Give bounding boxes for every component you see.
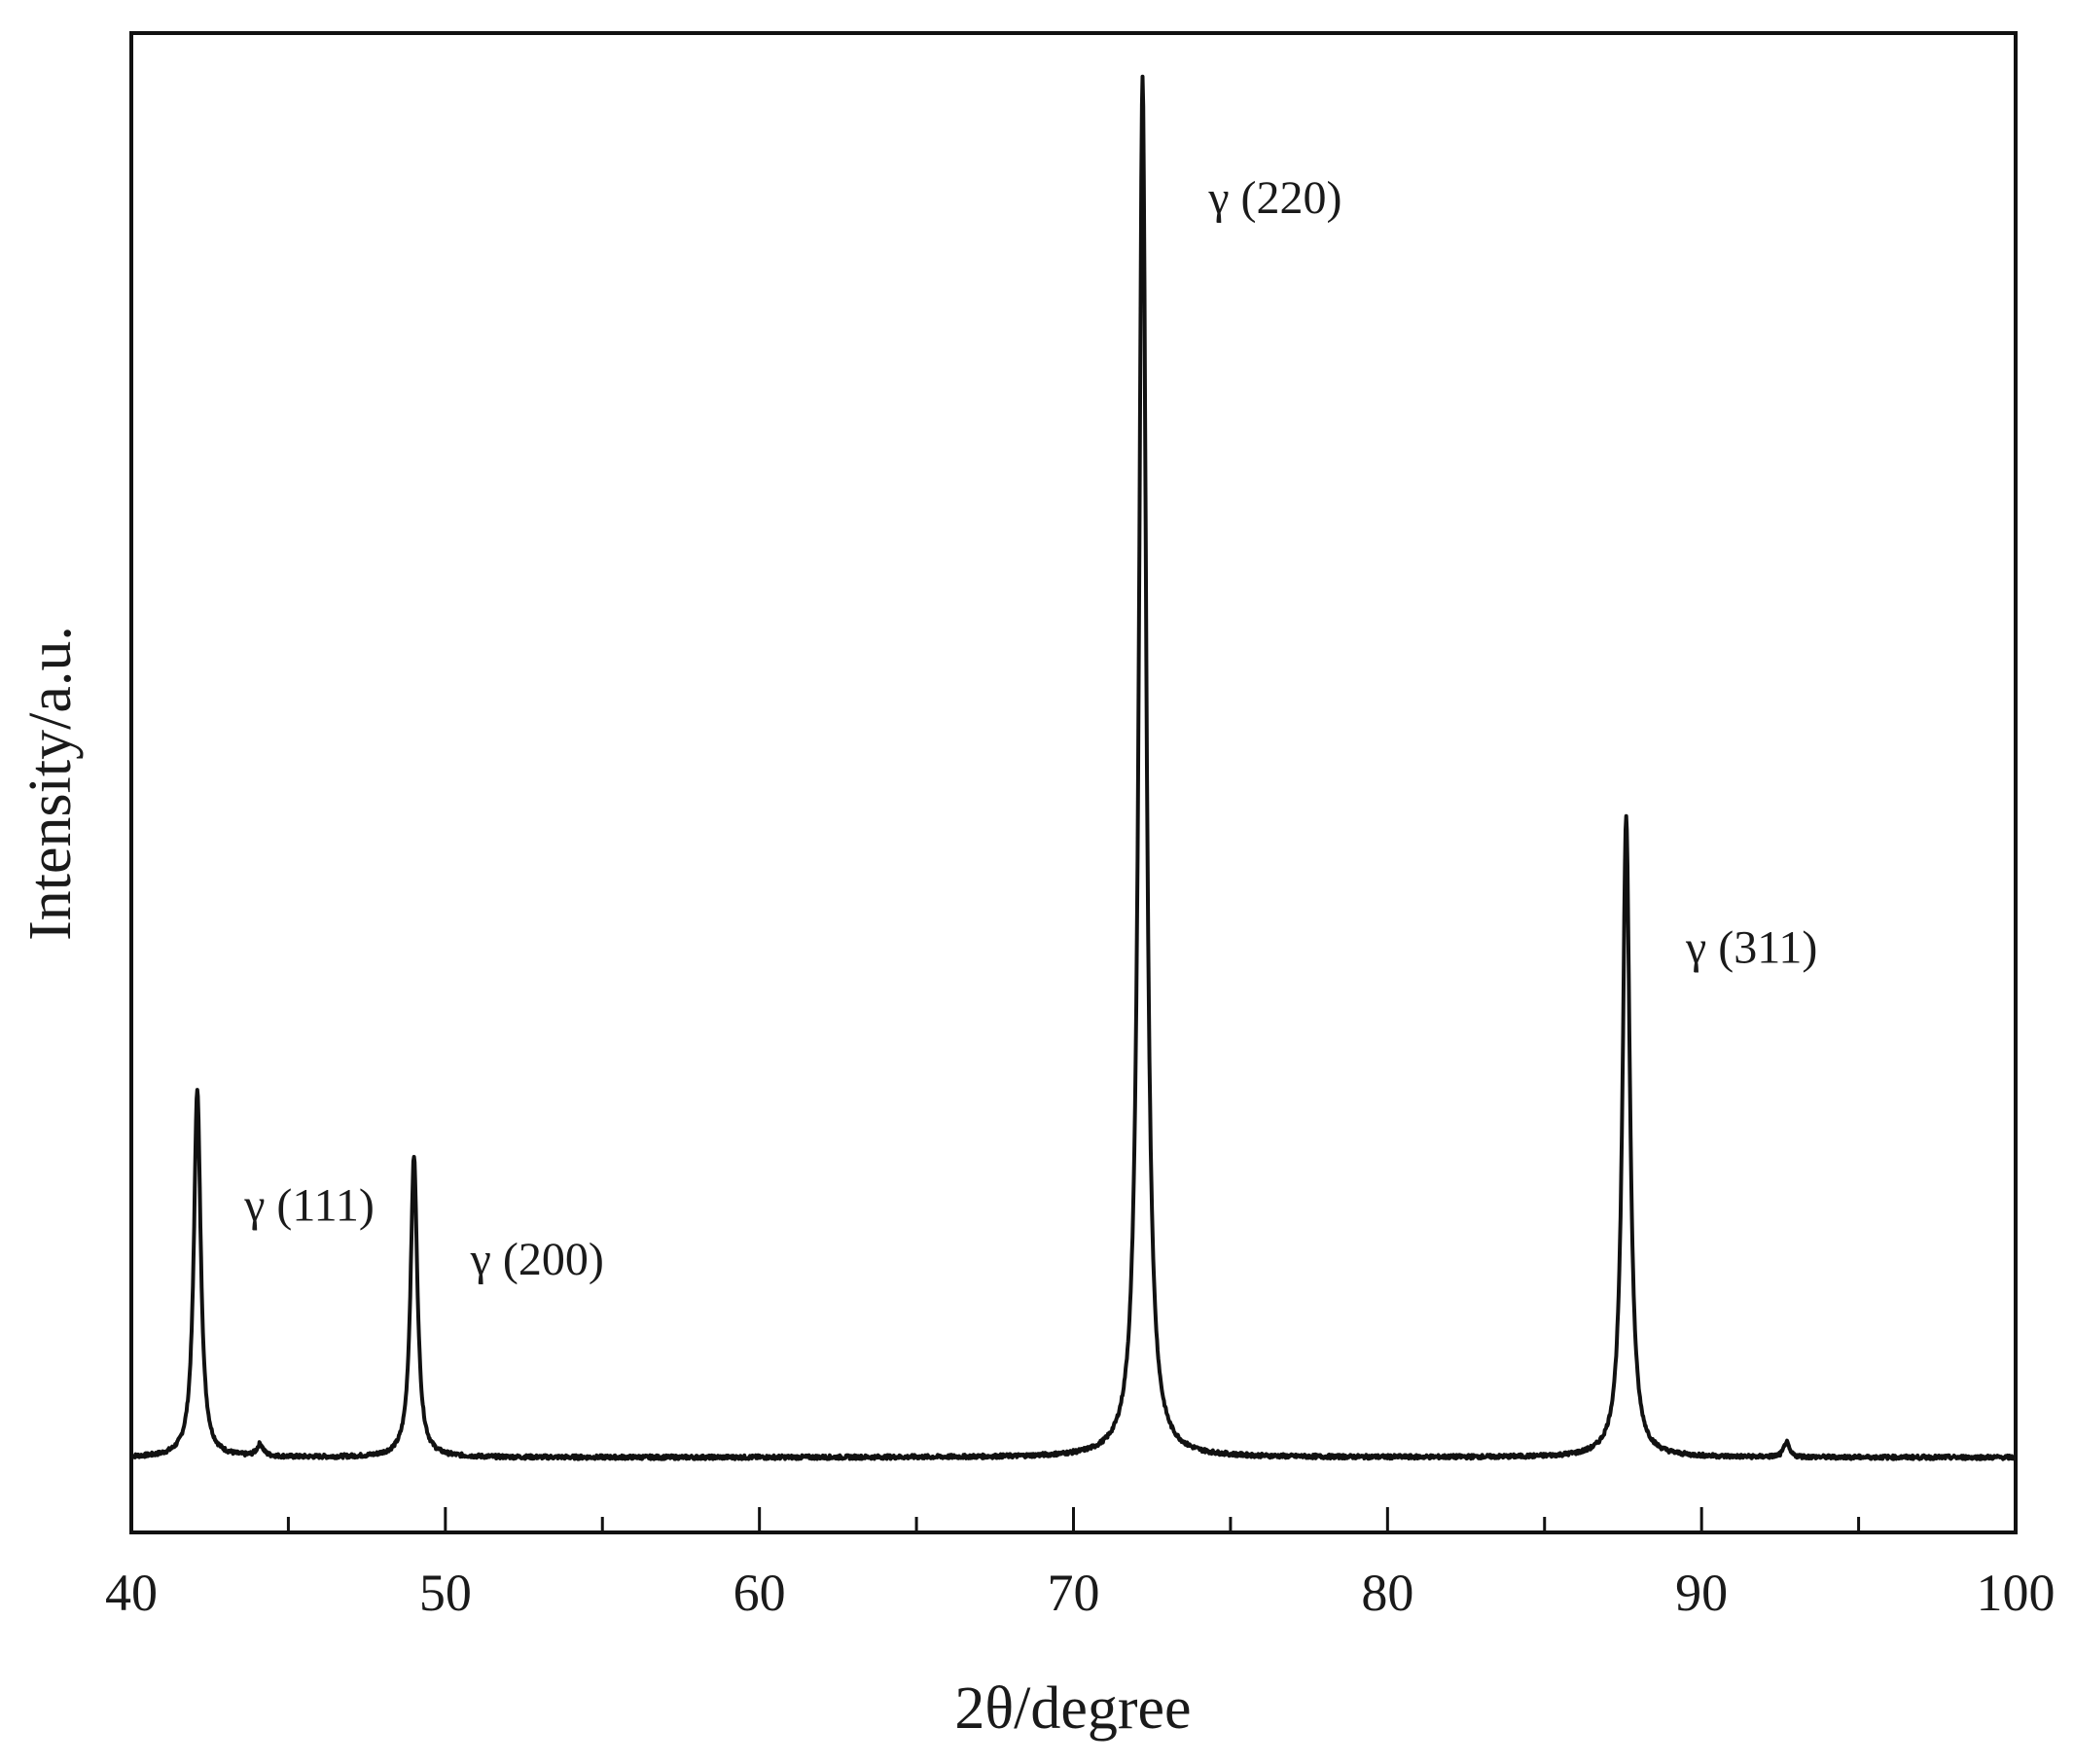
y-axis-label: Intensity/a.u. <box>18 626 84 941</box>
x-tick-label: 40 <box>105 1564 158 1622</box>
x-tick-label: 100 <box>1977 1564 2056 1622</box>
peak-annotation: γ (220) <box>1207 172 1341 224</box>
x-tick-label: 70 <box>1048 1564 1100 1622</box>
x-tick-label: 50 <box>419 1564 472 1622</box>
diffraction-pattern-line <box>129 74 2018 1461</box>
peak-annotation: γ (311) <box>1685 921 1817 973</box>
peak-annotation: γ (111) <box>243 1179 375 1231</box>
peak-annotations: γ (111) γ (200) γ (220) γ (311) <box>243 172 1817 1285</box>
x-axis-label: 2θ/degree <box>954 1675 1191 1742</box>
x-tick-label: 80 <box>1361 1564 1413 1622</box>
x-tick-label: 60 <box>733 1564 786 1622</box>
x-axis-ticks <box>129 1507 2018 1532</box>
x-tick-label: 90 <box>1675 1564 1728 1622</box>
peak-annotation: γ (200) <box>470 1234 604 1285</box>
plot-frame <box>129 31 2018 1534</box>
x-axis-tick-labels: 40 50 60 70 80 90 100 <box>105 1564 2056 1622</box>
